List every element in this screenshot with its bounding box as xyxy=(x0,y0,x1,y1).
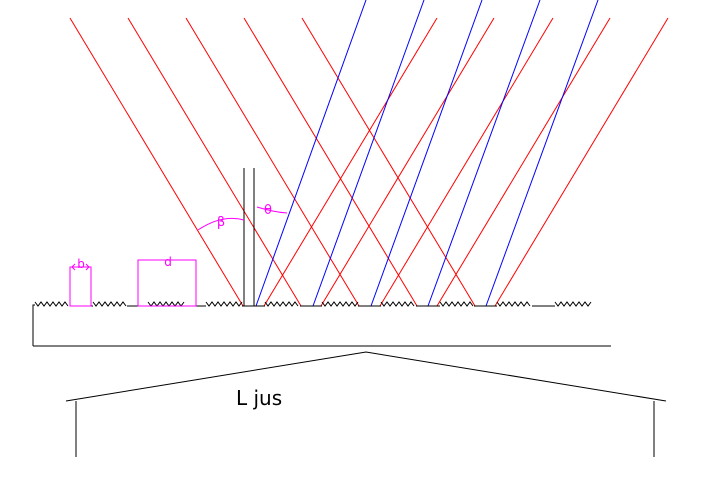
label-d: d xyxy=(164,255,172,269)
incident-ray xyxy=(436,17,611,307)
groove-b-box xyxy=(69,266,92,307)
surface-hatch xyxy=(147,301,185,307)
surface-hatch xyxy=(380,301,415,307)
surface-hatch xyxy=(205,301,243,307)
reflected-ray xyxy=(485,0,599,307)
label-theta: θ xyxy=(264,203,272,218)
incident-ray xyxy=(320,17,495,307)
reflected-ray xyxy=(312,0,425,307)
incident-rays xyxy=(69,17,669,307)
reflected-rays xyxy=(255,0,599,307)
theta-arc xyxy=(256,206,288,214)
reflected-ray xyxy=(255,0,367,307)
light-label: L jus xyxy=(236,386,282,410)
incident-ray xyxy=(379,17,554,307)
surface-hatch xyxy=(34,301,69,307)
incident-ray xyxy=(494,17,669,307)
annotations xyxy=(69,206,288,307)
incident-ray xyxy=(243,17,418,307)
incident-ray xyxy=(69,17,244,307)
label-beta: β xyxy=(217,215,225,230)
incident-ray xyxy=(185,17,360,307)
surface-hatch xyxy=(264,301,299,307)
light-source-roof xyxy=(65,351,667,457)
period-d-box xyxy=(137,259,197,307)
label-b: b xyxy=(77,257,85,271)
incident-ray xyxy=(127,17,302,307)
surface-hatch xyxy=(321,301,359,307)
beta-arc xyxy=(197,217,245,231)
incident-ray xyxy=(301,17,476,307)
reflected-ray xyxy=(427,0,541,307)
surface-hatch xyxy=(554,301,592,307)
incident-ray xyxy=(263,17,438,307)
grating-surface-outline xyxy=(32,304,35,346)
surface-hatch xyxy=(496,301,531,307)
surface-hatch xyxy=(92,301,127,307)
reflected-ray xyxy=(370,0,483,307)
surface-hatch xyxy=(439,301,474,307)
